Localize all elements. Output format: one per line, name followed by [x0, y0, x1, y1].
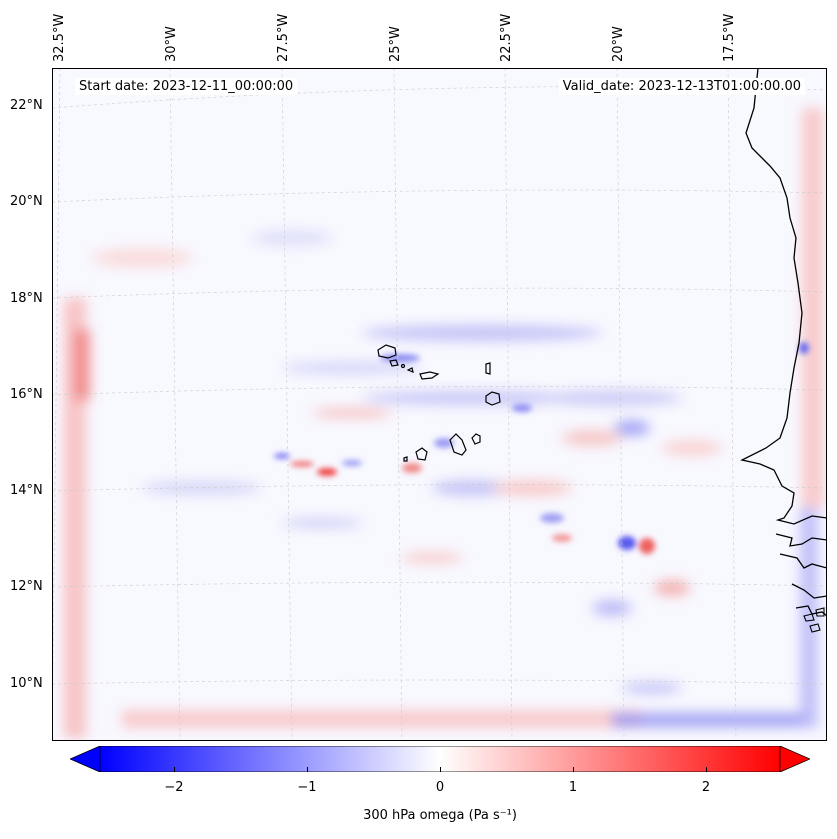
lon-label-22-5w: 22.5°W [499, 13, 514, 62]
lat-label-20n: 20°N [10, 194, 43, 209]
map-panel [52, 68, 827, 741]
cape-verde-islands [377, 344, 501, 462]
lat-label-16n: 16°N [10, 387, 43, 402]
lat-label-18n: 18°N [10, 291, 43, 306]
lon-label-17-5w: 17.5°W [722, 13, 737, 62]
colorbar-tick-label: 1 [568, 780, 578, 795]
lat-label-14n: 14°N [10, 483, 43, 498]
colorbar-tick-label: −2 [164, 780, 184, 795]
colorbar-tick-label: −1 [297, 780, 317, 795]
colorbar-tickmark [307, 767, 308, 772]
lat-label-12n: 12°N [10, 579, 43, 594]
lon-label-30w: 30°W [164, 26, 179, 62]
lon-label-32-5w: 32.5°W [52, 13, 67, 62]
map-frame [52, 68, 827, 741]
start-date-label: Start date: 2023-12-11_00:00:00 [75, 78, 298, 95]
lat-label-10n: 10°N [10, 676, 43, 691]
africa-coastline [740, 68, 827, 617]
bissagos-islands [803, 607, 825, 633]
colorbar-tickmark [573, 767, 574, 772]
colorbar-tickmark [174, 767, 175, 772]
colorbar-label: 300 hPa omega (Pa s⁻¹) [363, 808, 517, 823]
omega-field [64, 108, 824, 738]
lon-label-27-5w: 27.5°W [276, 13, 291, 62]
colorbar-tickmark [440, 767, 441, 772]
lon-label-25w: 25°W [388, 26, 403, 62]
lat-label-22n: 22°N [10, 98, 43, 113]
valid-date-label: Valid_date: 2023-12-13T01:00:00.00 [558, 78, 805, 95]
lon-label-20w: 20°W [611, 26, 626, 62]
colorbar-left-extend [70, 746, 101, 772]
colorbar-tick-label: 2 [701, 780, 711, 795]
colorbar-tick-label: 0 [435, 780, 445, 795]
colorbar-right-extend [779, 746, 810, 772]
gridlines [52, 68, 827, 741]
colorbar-tickmark [706, 767, 707, 772]
